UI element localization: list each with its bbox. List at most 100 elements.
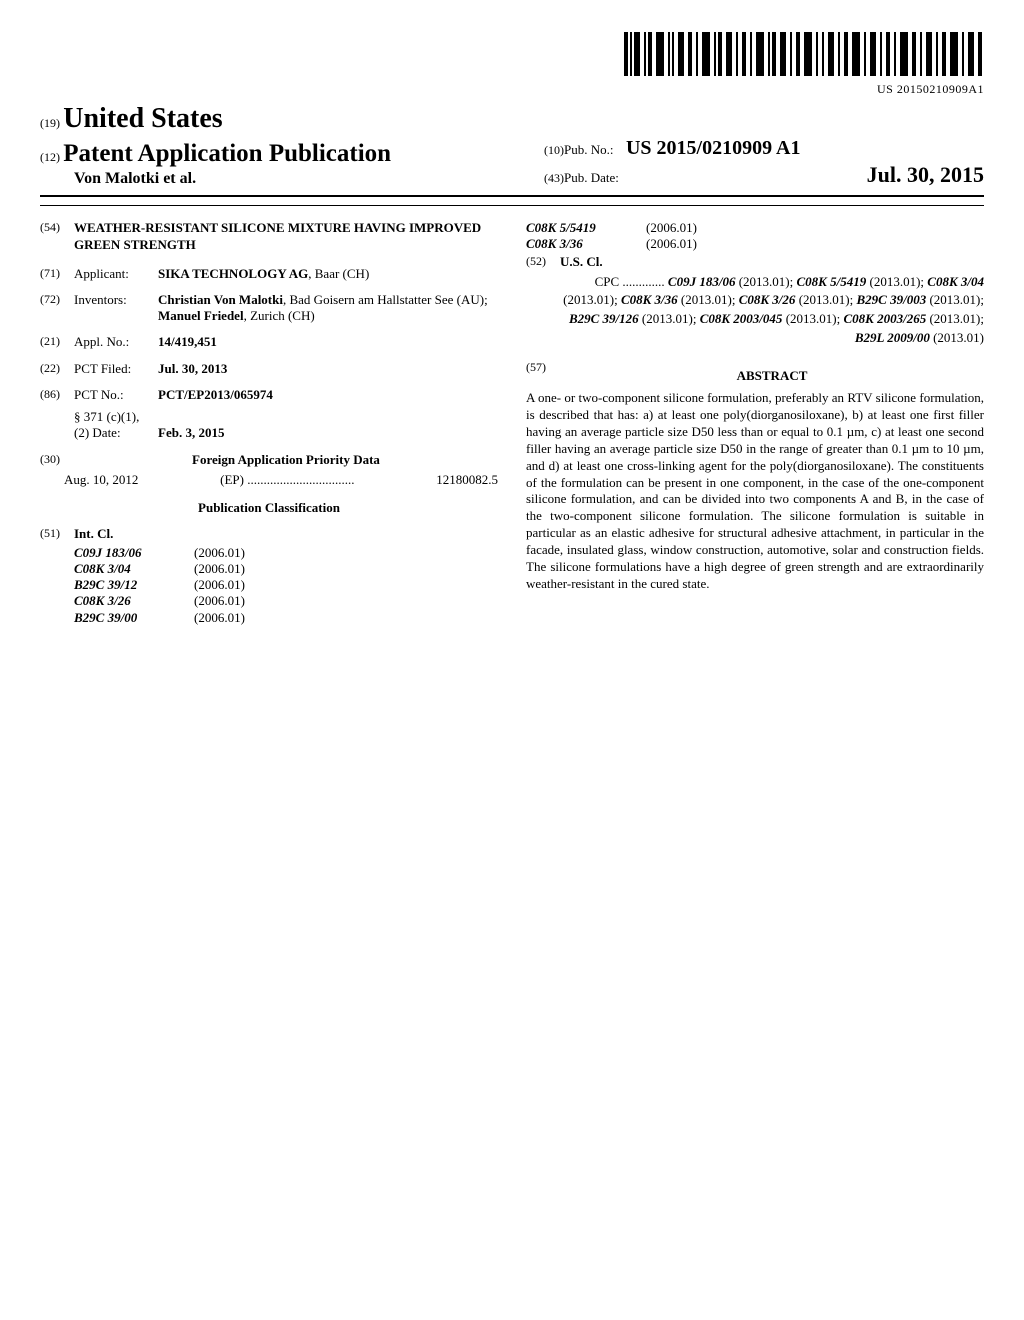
intcl-year: (2006.01)	[194, 610, 245, 626]
barcode-graphic	[624, 32, 984, 76]
pubdate-prefix: (43)	[544, 171, 564, 186]
cpc-code: B29C 39/003	[856, 292, 926, 307]
abstract-code: (57)	[526, 360, 560, 390]
cpc-year: (2013.01)	[929, 292, 980, 307]
intcl-year: (2006.01)	[194, 593, 245, 609]
barcode-region: US 20150210909A1	[40, 32, 984, 97]
rule-thin	[40, 205, 984, 206]
applno-label: Appl. No.:	[74, 334, 158, 350]
intcl-classcode: C08K 3/04	[74, 561, 194, 577]
uscl-header: (52) U.S. Cl.	[526, 254, 984, 270]
intcl-classcode: B29C 39/12	[74, 577, 194, 593]
inventor-addr: , Zurich (CH)	[244, 308, 315, 323]
intcl-classcode: C09J 183/06	[74, 545, 194, 561]
inventors-value: Christian Von Malotki, Bad Goisern am Ha…	[158, 292, 498, 325]
barcode-text: US 20150210909A1	[40, 82, 984, 97]
inventors-code: (72)	[40, 292, 74, 325]
left-column: (54) WEATHER-RESISTANT SILICONE MIXTURE …	[40, 220, 498, 626]
applicant-field: (71) Applicant: SIKA TECHNOLOGY AG, Baar…	[40, 266, 498, 282]
pctno-label: PCT No.:	[74, 387, 158, 403]
intcl-classcode: C08K 3/36	[526, 236, 646, 252]
intcl-classcode: B29C 39/00	[74, 610, 194, 626]
intcl-code: (51)	[40, 526, 74, 542]
cpc-year: (2013.01)	[739, 274, 790, 289]
pctno-field: (86) PCT No.: PCT/EP2013/065974	[40, 387, 498, 403]
pubno-prefix: (10)	[544, 143, 564, 158]
inventor-name: Christian Von Malotki	[158, 292, 283, 307]
intcl-classcode: C08K 3/26	[74, 593, 194, 609]
priority-row: Aug. 10, 2012 (EP) .....................…	[40, 472, 498, 488]
cpc-code: C08K 2003/045	[700, 311, 783, 326]
cpc-code: B29L 2009/00	[855, 330, 930, 345]
invention-title: WEATHER-RESISTANT SILICONE MIXTURE HAVIN…	[74, 220, 498, 254]
pctno-code: (86)	[40, 387, 74, 403]
priority-heading-row: (30) Foreign Application Priority Data	[40, 452, 498, 468]
cpc-year: (2013.01)	[681, 292, 732, 307]
intcl-row: C08K 3/36(2006.01)	[526, 236, 984, 252]
pub-type: Patent Application Publication	[63, 140, 391, 167]
intcl-year: (2006.01)	[646, 236, 697, 252]
pctfiled-code: (22)	[40, 361, 74, 377]
applno-value: 14/419,451	[158, 334, 217, 349]
abstract-heading: ABSTRACT	[560, 368, 984, 384]
cpc-year: (2013.01)	[933, 330, 984, 345]
applicant-label: Applicant:	[74, 266, 158, 282]
abstract-header-row: (57) ABSTRACT	[526, 360, 984, 390]
pubdate-line: (43) Pub. Date: Jul. 30, 2015	[544, 161, 984, 189]
applicant-code: (71)	[40, 266, 74, 282]
intcl-year: (2006.01)	[194, 561, 245, 577]
applno-field: (21) Appl. No.: 14/419,451	[40, 334, 498, 350]
cpc-year: (2013.01)	[642, 311, 693, 326]
priority-country: (EP)	[220, 472, 244, 487]
pub-type-prefix: (12)	[40, 150, 60, 164]
uscl-code: (52)	[526, 254, 560, 270]
pctfiled-label: PCT Filed:	[74, 361, 158, 377]
s371-label: § 371 (c)(1),	[74, 409, 498, 425]
intcl-row: C09J 183/06(2006.01)	[74, 545, 498, 561]
pubdate-value: Jul. 30, 2015	[867, 161, 984, 189]
cpc-year: (2013.01)	[799, 292, 850, 307]
intcl-classcode: C08K 5/5419	[526, 220, 646, 236]
uscl-label: U.S. Cl.	[560, 254, 603, 269]
intcl-row: C08K 3/04(2006.01)	[74, 561, 498, 577]
inventors-field: (72) Inventors: Christian Von Malotki, B…	[40, 292, 498, 325]
pubdate-label: Pub. Date:	[564, 170, 619, 186]
cpc-code: C08K 5/5419	[797, 274, 867, 289]
country-prefix: (19)	[40, 116, 60, 130]
priority-code: (30)	[40, 452, 74, 468]
s371-date-label: (2) Date:	[74, 425, 158, 441]
cpc-year: (2013.01)	[786, 311, 837, 326]
abstract-text: A one- or two-component silicone formula…	[526, 390, 984, 593]
cpc-code: C08K 3/26	[739, 292, 796, 307]
intcl-row: C08K 5/5419(2006.01)	[526, 220, 984, 236]
cpc-block: CPC ............. C09J 183/06 (2013.01);…	[526, 273, 984, 348]
pub-type-line: (12) Patent Application Publication	[40, 138, 524, 169]
pubclass-heading: Publication Classification	[40, 500, 498, 516]
rule-thick	[40, 195, 984, 197]
inventors-label: Inventors:	[74, 292, 158, 325]
cpc-code: C08K 3/04	[927, 274, 984, 289]
intcl-header: (51) Int. Cl.	[40, 526, 498, 542]
intcl-year: (2006.01)	[194, 545, 245, 561]
intcl-list-right: C08K 5/5419(2006.01)C08K 3/36(2006.01)	[526, 220, 984, 253]
right-column: C08K 5/5419(2006.01)C08K 3/36(2006.01) (…	[526, 220, 984, 626]
priority-date: Aug. 10, 2012	[64, 472, 138, 488]
intcl-year: (2006.01)	[646, 220, 697, 236]
title-code: (54)	[40, 220, 74, 254]
inventor-name: Manuel Friedel	[158, 308, 244, 323]
pubno-label: Pub. No.:	[564, 142, 613, 158]
country-name: United States	[63, 103, 222, 134]
cpc-code: C09J 183/06	[668, 274, 736, 289]
intcl-row: B29C 39/12(2006.01)	[74, 577, 498, 593]
intcl-row: B29C 39/00(2006.01)	[74, 610, 498, 626]
cpc-prefix: CPC .............	[595, 274, 668, 289]
cpc-year: (2013.01)	[929, 311, 980, 326]
intcl-list-left: C09J 183/06(2006.01)C08K 3/04(2006.01)B2…	[40, 545, 498, 626]
priority-num: 12180082.5	[436, 472, 498, 488]
s371-block: § 371 (c)(1), (2) Date: Feb. 3, 2015	[40, 409, 498, 442]
priority-dots: .................................	[247, 472, 354, 487]
cpc-code: C08K 2003/265	[843, 311, 926, 326]
cpc-code: B29C 39/126	[569, 311, 639, 326]
priority-heading: Foreign Application Priority Data	[74, 452, 498, 468]
applicant-bold: SIKA TECHNOLOGY AG	[158, 266, 308, 281]
